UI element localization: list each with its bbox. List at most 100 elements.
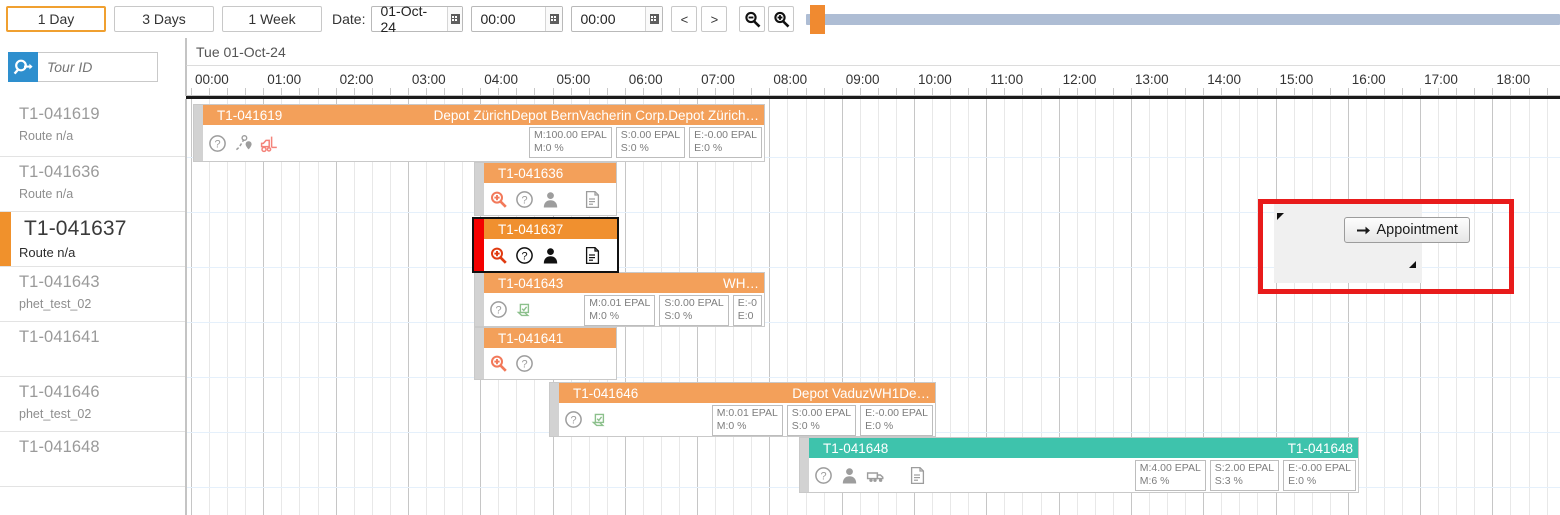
grid-quarter-line [444, 99, 446, 515]
document-icon[interactable] [583, 190, 602, 209]
document-icon[interactable] [583, 246, 602, 265]
hour-label-08-00: 08:00 [773, 72, 808, 87]
zoom-slider[interactable] [806, 4, 1560, 34]
next-period-button[interactable]: > [701, 6, 728, 32]
time-from-picker-icon[interactable] [545, 7, 563, 31]
truck-icon[interactable] [866, 466, 885, 485]
grid-quarter-line [1112, 99, 1114, 515]
forklift-icon[interactable] [260, 134, 279, 153]
svg-text:?: ? [521, 359, 527, 371]
hour-tick [1293, 88, 1295, 95]
stat-box: M:100.00 EPAL M:0 % [529, 127, 612, 158]
prev-period-button[interactable]: < [671, 6, 698, 32]
stat-quantity: E:-0.00 EPAL [1288, 462, 1351, 474]
arrow-right-icon [1356, 226, 1370, 234]
zoom-out-button[interactable] [739, 6, 766, 32]
range-button-3-days[interactable]: 3 Days [114, 6, 214, 32]
gantt-bar-t1-041648[interactable]: T1-041648 T1-041648? M:4.00 EPAL M:6 % S:2.0… [799, 437, 1359, 493]
time-to-picker-icon[interactable] [645, 7, 663, 31]
hour-label-18-00: 18:00 [1496, 72, 1531, 87]
gantt-bar-t1-041641[interactable]: T1-041641? [474, 327, 617, 380]
stat-percent: E:0 % [694, 142, 723, 154]
hour-tick [914, 88, 915, 95]
gantt-bar-handle[interactable] [550, 383, 559, 436]
grid-quarter-line [1383, 99, 1385, 515]
hour-tick [950, 88, 952, 95]
question-icon[interactable]: ? [515, 354, 534, 373]
gantt-bar-stops-label: Depot VaduzWH1De… [792, 385, 930, 401]
appointment-resize-handle-end[interactable] [1408, 261, 1416, 268]
question-icon[interactable]: ? [814, 466, 833, 485]
range-button-1-week[interactable]: 1 Week [222, 6, 322, 32]
stat-box: M:0.01 EPAL M:0 % [711, 405, 783, 436]
gantt-bar-t1-041636[interactable]: T1-041636? [474, 162, 617, 216]
sidebar-item-route: Route n/a [19, 129, 74, 143]
gantt-bar-handle[interactable] [475, 163, 484, 215]
zoom-in-icon[interactable] [489, 246, 508, 265]
search-input[interactable] [38, 52, 158, 82]
person-icon[interactable] [541, 246, 560, 265]
sidebar-item-t1-041636[interactable]: T1-041636 Route n/a [0, 157, 185, 212]
stat-percent: S:0 % [620, 142, 649, 154]
sidebar-item-t1-041643[interactable]: T1-041643 phet_test_02 [0, 267, 185, 322]
zoom-in-button[interactable] [768, 6, 795, 32]
zoom-in-icon[interactable] [489, 190, 508, 209]
grid-hour-line [191, 99, 192, 515]
person-icon[interactable] [840, 466, 859, 485]
question-icon[interactable]: ? [515, 190, 534, 209]
sidebar-item-t1-041637[interactable]: T1-041637 Route n/a [0, 212, 185, 267]
gantt-bar-t1-041619[interactable]: T1-041619 Depot ZürichDepot BernVacherin … [193, 104, 765, 162]
gantt-bar-handle[interactable] [800, 438, 809, 492]
gantt-bar-header: T1-041636 [484, 163, 616, 183]
sidebar-item-tour-id: T1-041636 [19, 163, 100, 181]
date-field[interactable]: 01-Oct-24 [371, 3, 464, 35]
date-picker-icon[interactable] [446, 7, 463, 31]
time-from-field[interactable]: 00:00 [471, 6, 564, 32]
gantt-bar-t1-041646[interactable]: T1-041646 Depot VaduzWH1De…? M:0.01 EPAL M:… [549, 382, 936, 437]
scanner-icon[interactable] [515, 300, 534, 319]
search-tour-icon[interactable] [8, 52, 38, 82]
gantt-bar-body: ? M:0.01 EPAL M:0 % S:0.00 EPAL S:0 % E:-0 E:0 [484, 293, 764, 326]
question-icon[interactable]: ? [208, 134, 227, 153]
document-icon[interactable] [908, 466, 927, 485]
grid-hour-line [1203, 99, 1205, 515]
appointment-button[interactable]: Appointment [1343, 217, 1470, 243]
zoom-slider-handle[interactable] [810, 4, 826, 34]
hour-tick [1022, 88, 1024, 95]
route-pin-icon[interactable] [234, 134, 253, 153]
gantt-bar-t1-041637[interactable]: T1-041637? [472, 217, 619, 273]
gantt-bar-t1-041643[interactable]: T1-041643 WH…? M:0.01 EPAL M:0 % S:0.00 EPAL… [474, 272, 765, 327]
question-icon[interactable]: ? [515, 246, 534, 265]
gantt-bar-handle[interactable] [475, 328, 484, 379]
gantt-bar-handle[interactable] [475, 273, 484, 326]
zoom-in-icon[interactable] [489, 354, 508, 373]
grid-quarter-line [1546, 99, 1548, 515]
appointment-resize-handle-start[interactable] [1276, 213, 1284, 220]
stat-percent: M:6 % [1139, 475, 1170, 487]
hour-label-09-00: 09:00 [845, 72, 880, 87]
time-to-field[interactable]: 00:00 [571, 6, 664, 32]
gantt-bar-tour-id: T1-041641 [498, 330, 564, 346]
gantt-bar-handle[interactable] [474, 219, 484, 271]
sidebar-item-t1-041648[interactable]: T1-041648 [0, 432, 185, 487]
question-icon[interactable]: ? [489, 300, 508, 319]
hour-tick [715, 88, 717, 95]
hour-tick [769, 88, 771, 95]
stat-percent: M:0 % [534, 142, 564, 154]
sidebar-item-t1-041646[interactable]: T1-041646 phet_test_02 [0, 377, 185, 432]
grid-quarter-line [1004, 99, 1006, 515]
hour-tick [1528, 88, 1530, 95]
appointment-window-region[interactable] [1273, 203, 1423, 283]
sidebar-item-t1-041619[interactable]: T1-041619 Route n/a [0, 99, 185, 157]
grid-quarter-line [317, 99, 319, 515]
grid-quarter-line [1094, 99, 1096, 515]
gantt-chart-area[interactable]: T1-041619 Depot ZürichDepot BernVacherin … [186, 99, 1560, 515]
scanner-icon[interactable] [590, 410, 609, 429]
question-icon[interactable]: ? [564, 410, 583, 429]
hour-tick [1040, 88, 1042, 95]
range-button-1-day[interactable]: 1 Day [6, 6, 106, 32]
gantt-bar-handle[interactable] [194, 105, 203, 161]
stat-quantity: M:100.00 EPAL [534, 129, 607, 141]
person-icon[interactable] [541, 190, 560, 209]
sidebar-item-t1-041641[interactable]: T1-041641 [0, 322, 185, 377]
